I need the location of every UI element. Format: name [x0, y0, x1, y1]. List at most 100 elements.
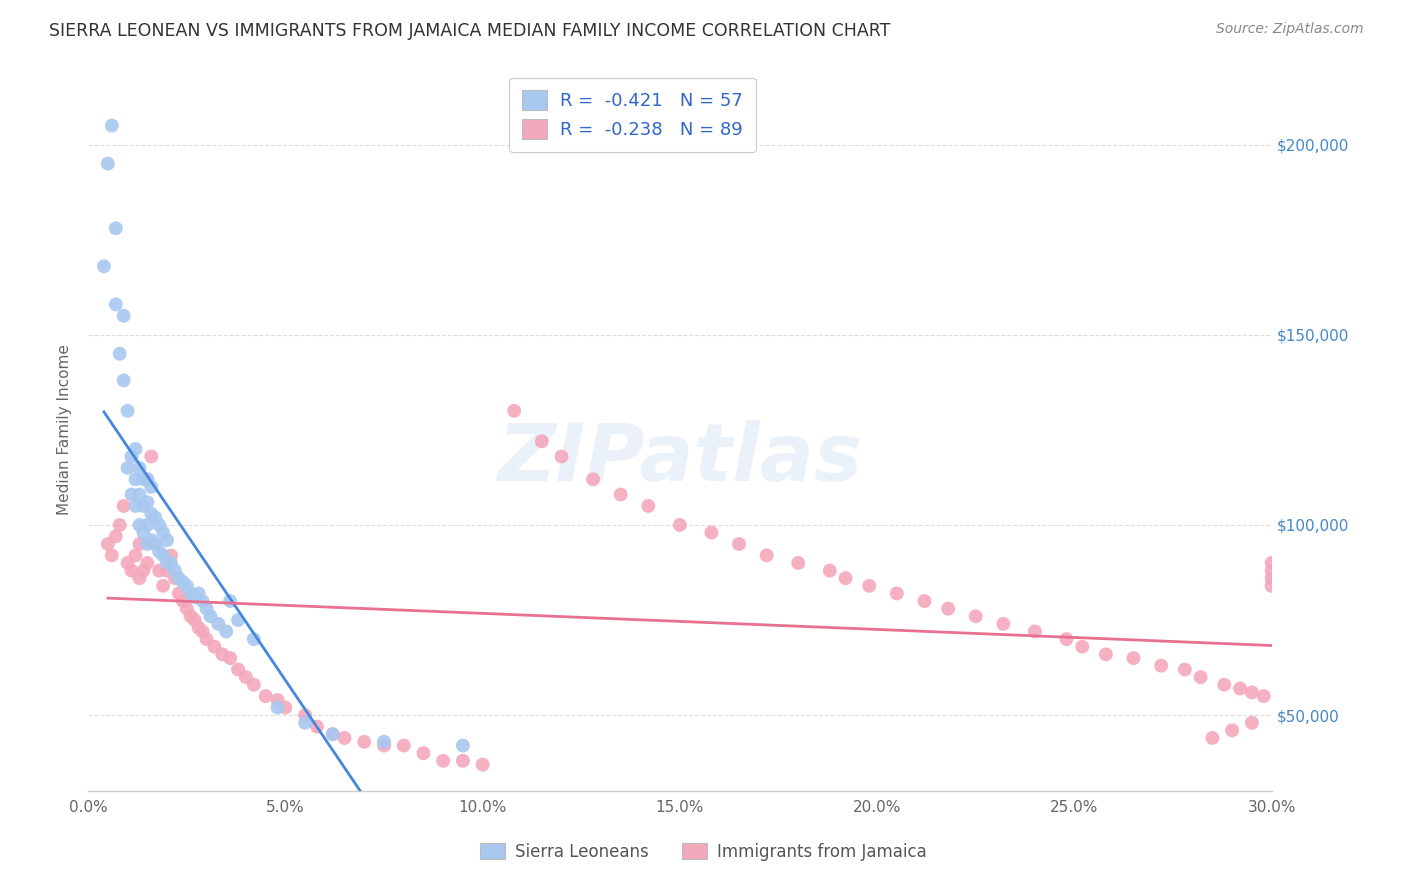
Point — [117, 461, 139, 475]
Point — [183, 591, 205, 605]
Point — [132, 525, 155, 540]
Point — [128, 518, 150, 533]
Point — [226, 663, 249, 677]
Point — [1150, 658, 1173, 673]
Point — [128, 537, 150, 551]
Point — [93, 260, 115, 274]
Point — [392, 739, 415, 753]
Point — [136, 518, 159, 533]
Point — [112, 499, 135, 513]
Point — [294, 708, 316, 723]
Point — [136, 472, 159, 486]
Point — [886, 586, 908, 600]
Point — [128, 461, 150, 475]
Point — [215, 624, 238, 639]
Point — [172, 594, 194, 608]
Point — [160, 549, 183, 563]
Point — [1260, 571, 1282, 585]
Point — [503, 404, 526, 418]
Point — [191, 594, 214, 608]
Point — [132, 499, 155, 513]
Point — [143, 510, 166, 524]
Text: ZIPatlas: ZIPatlas — [498, 420, 862, 498]
Point — [834, 571, 856, 585]
Point — [136, 495, 159, 509]
Point — [117, 404, 139, 418]
Point — [530, 434, 553, 449]
Point — [136, 556, 159, 570]
Point — [141, 533, 163, 548]
Point — [1201, 731, 1223, 745]
Point — [104, 529, 127, 543]
Point — [373, 735, 395, 749]
Point — [1095, 648, 1118, 662]
Point — [353, 735, 375, 749]
Point — [1189, 670, 1212, 684]
Y-axis label: Median Family Income: Median Family Income — [58, 344, 72, 516]
Point — [117, 556, 139, 570]
Point — [132, 564, 155, 578]
Point — [219, 651, 242, 665]
Point — [104, 297, 127, 311]
Point — [700, 525, 723, 540]
Point — [432, 754, 454, 768]
Legend: R =  -0.421   N = 57, R =  -0.238   N = 89: R = -0.421 N = 57, R = -0.238 N = 89 — [509, 78, 755, 152]
Point — [156, 564, 179, 578]
Point — [128, 571, 150, 585]
Point — [965, 609, 987, 624]
Point — [1213, 678, 1236, 692]
Point — [993, 616, 1015, 631]
Point — [1024, 624, 1046, 639]
Point — [180, 609, 202, 624]
Point — [1260, 579, 1282, 593]
Point — [152, 579, 174, 593]
Point — [97, 537, 120, 551]
Point — [200, 609, 222, 624]
Point — [108, 518, 131, 533]
Point — [728, 537, 751, 551]
Point — [1260, 564, 1282, 578]
Point — [471, 757, 494, 772]
Point — [136, 472, 159, 486]
Point — [202, 640, 225, 654]
Point — [160, 556, 183, 570]
Point — [451, 754, 474, 768]
Point — [219, 594, 242, 608]
Point — [141, 450, 163, 464]
Point — [1253, 689, 1275, 703]
Point — [143, 537, 166, 551]
Point — [183, 613, 205, 627]
Text: SIERRA LEONEAN VS IMMIGRANTS FROM JAMAICA MEDIAN FAMILY INCOME CORRELATION CHART: SIERRA LEONEAN VS IMMIGRANTS FROM JAMAIC… — [49, 22, 890, 40]
Point — [141, 480, 163, 494]
Point — [322, 727, 344, 741]
Point — [936, 601, 959, 615]
Point — [128, 487, 150, 501]
Point — [195, 601, 218, 615]
Point — [124, 472, 146, 486]
Point — [152, 549, 174, 563]
Point — [112, 373, 135, 387]
Point — [858, 579, 880, 593]
Point — [211, 648, 233, 662]
Point — [101, 119, 124, 133]
Point — [1122, 651, 1144, 665]
Point — [121, 564, 143, 578]
Point — [755, 549, 778, 563]
Point — [156, 556, 179, 570]
Point — [121, 450, 143, 464]
Point — [373, 739, 395, 753]
Point — [1071, 640, 1094, 654]
Point — [132, 472, 155, 486]
Point — [156, 533, 179, 548]
Point — [163, 571, 186, 585]
Point — [187, 586, 209, 600]
Point — [274, 700, 297, 714]
Point — [191, 624, 214, 639]
Point — [550, 450, 572, 464]
Point — [1240, 685, 1263, 699]
Point — [180, 586, 202, 600]
Point — [152, 525, 174, 540]
Point — [818, 564, 841, 578]
Point — [148, 518, 170, 533]
Point — [207, 616, 229, 631]
